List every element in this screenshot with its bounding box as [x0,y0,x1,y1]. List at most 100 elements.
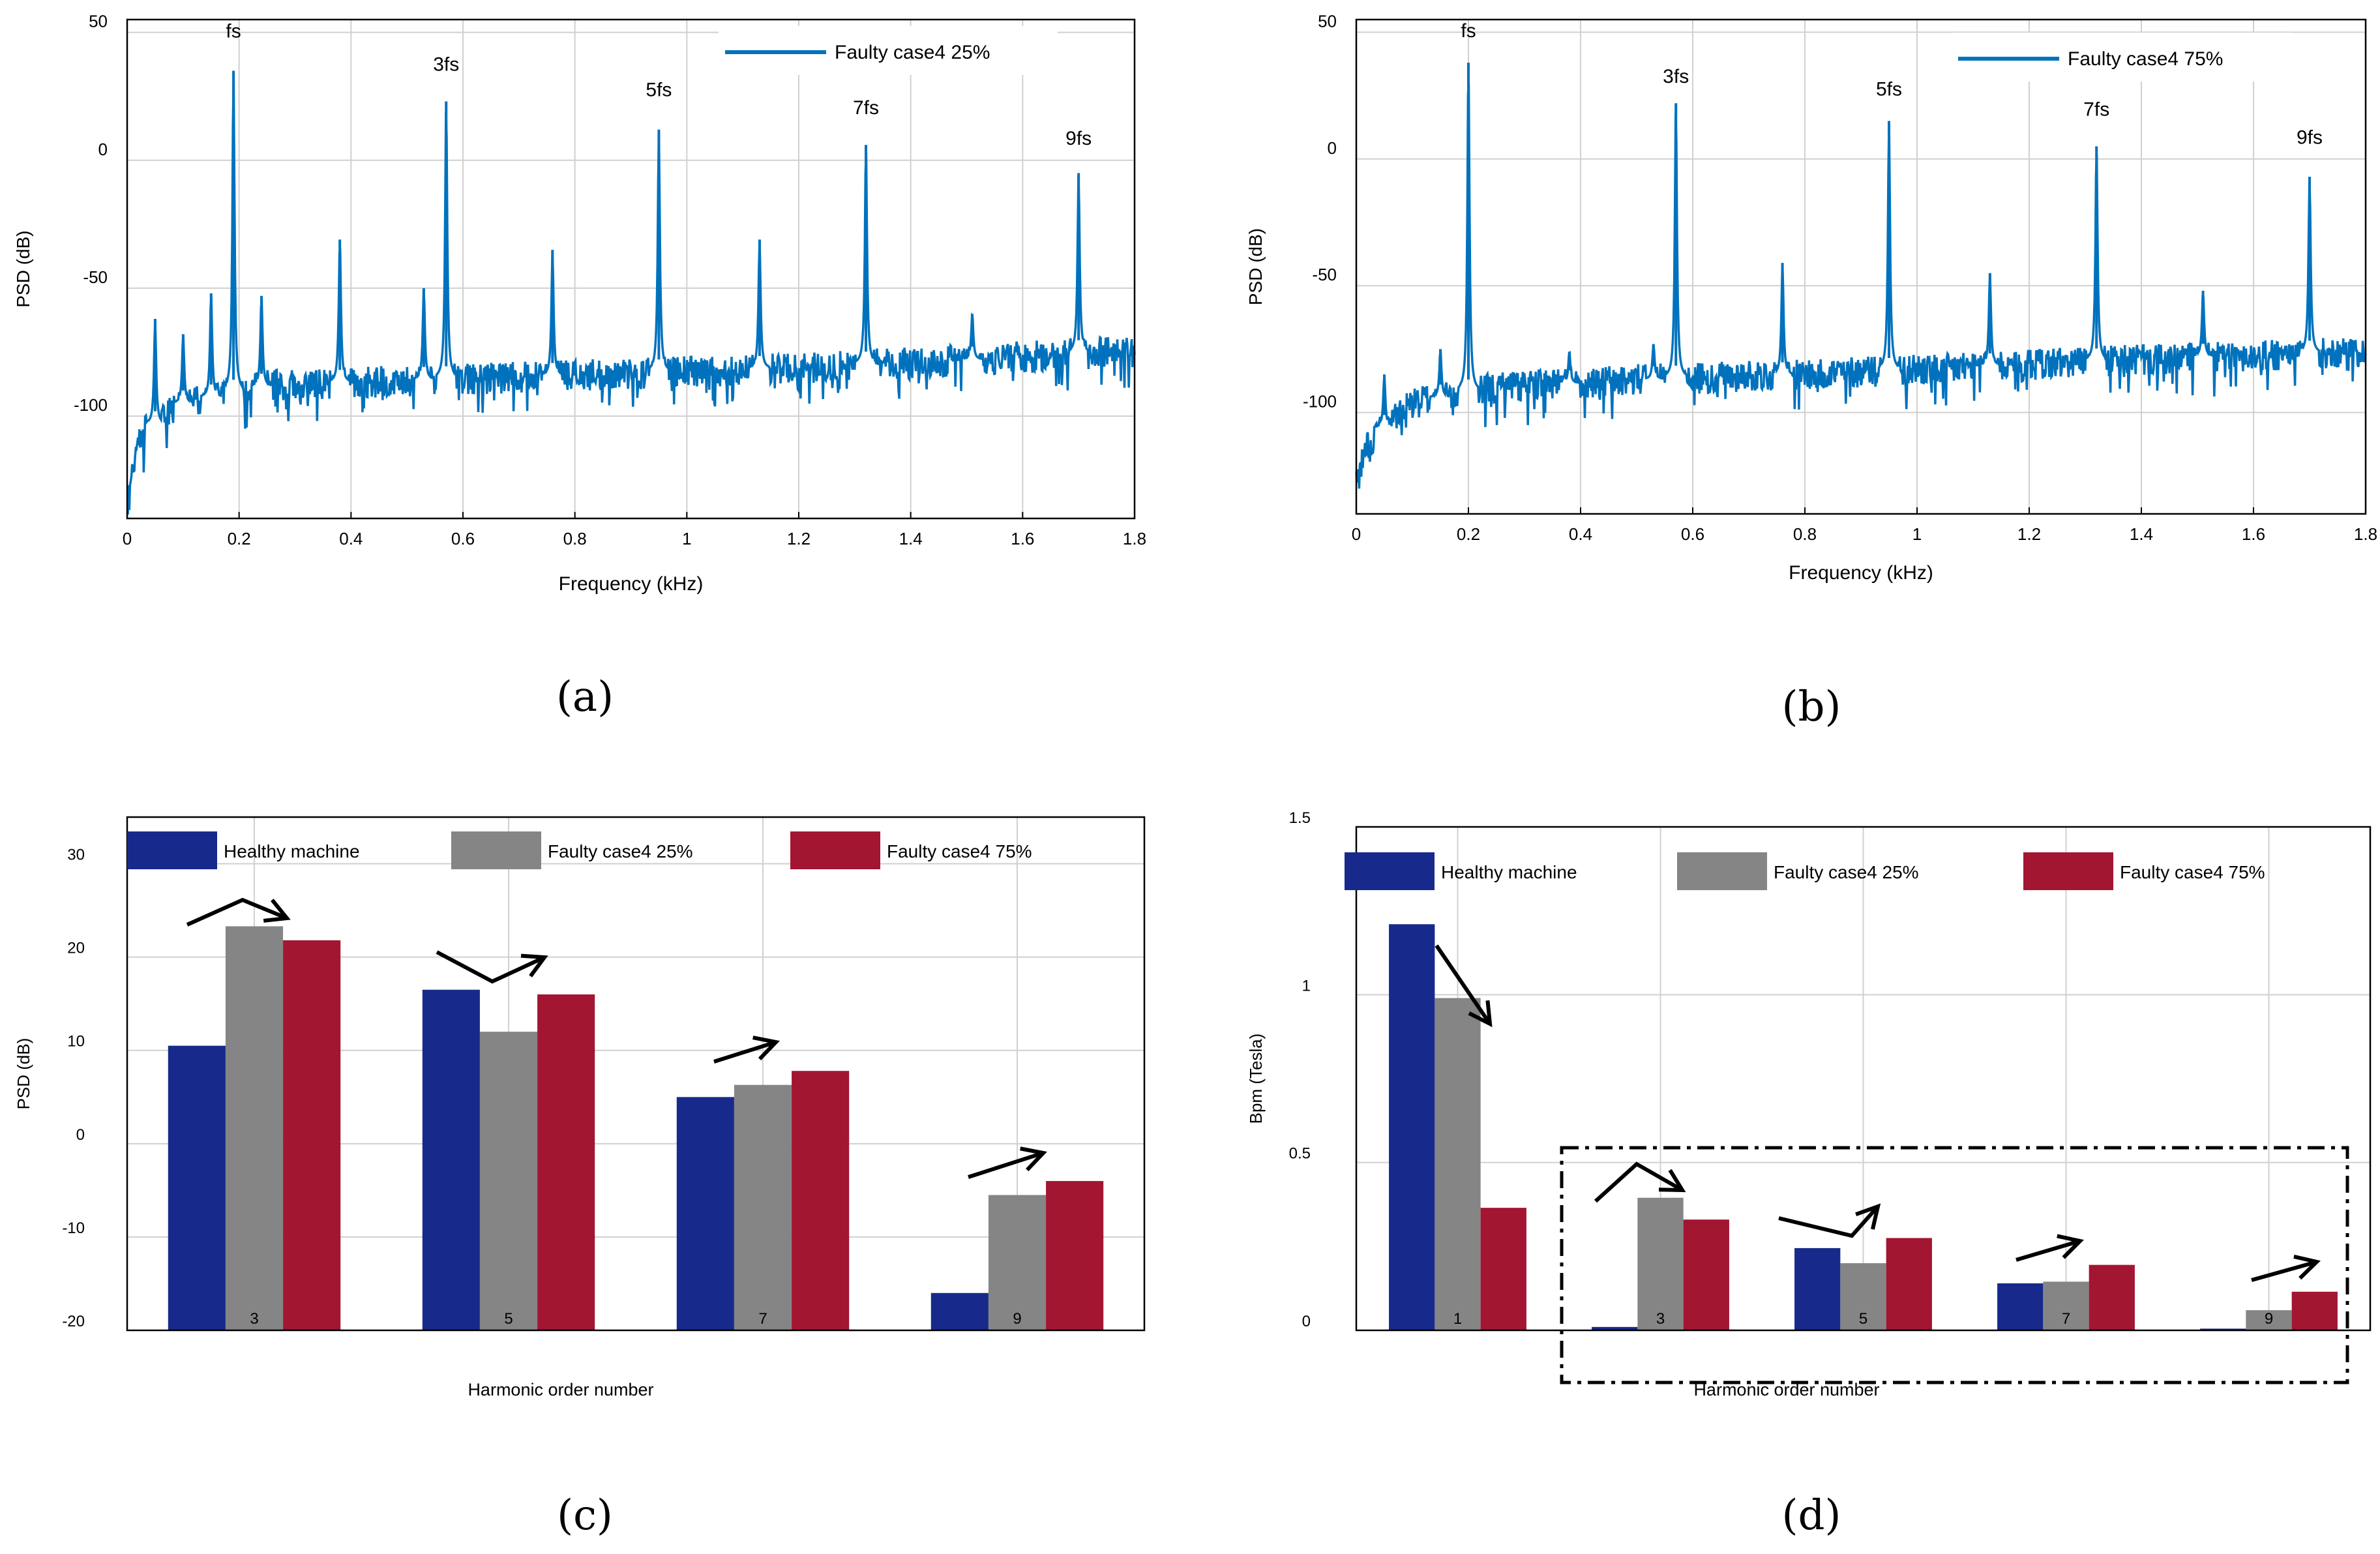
plot-frame [126,816,1146,1332]
x-tick-label: 0.8 [1793,524,1817,544]
bar [2291,1291,2338,1330]
y-tick-label: -50 [1312,265,1337,284]
x-tick-label: 0.2 [1457,524,1480,544]
x-tick-label: 0 [123,529,132,548]
y-tick-label: 0 [1328,138,1337,158]
bar [1637,1197,1684,1330]
x-tick-label: 1.8 [2354,524,2377,544]
trend-arrow [2251,1260,2317,1282]
bar [1435,998,1481,1330]
panel-caption-d: (d) [1782,1491,1841,1540]
bar [1794,1248,1841,1330]
trend-arrow [1594,1161,1684,1203]
y-tick-label: -100 [1303,392,1337,411]
x-axis-label: Frequency (kHz) [559,573,704,595]
bar [676,1097,734,1330]
x-tick-label: 0.2 [228,529,251,548]
y-tick-label: 20 [67,940,85,957]
spectrum-line [1355,83,2367,489]
psd-spectrum-chart-b: 0 0.2 0.4 0.6 0.8 1 1.2 1.4 1.6 1.8 50 0 -50 -100 Freq… [1245,11,2377,584]
bar [422,989,480,1330]
bar [1683,1219,1729,1330]
bar [168,1045,226,1330]
bar [2200,1328,2246,1330]
bar [930,1293,989,1330]
legend-swatch [127,831,217,869]
trend-arrow-head [520,953,548,978]
y-axis-label: PSD (dB) [1245,228,1266,305]
x-tick-label: 0.4 [339,529,363,548]
bar [792,1071,850,1330]
trend-arrow [1778,1205,1880,1238]
x-tick-label: 1 [682,529,691,548]
trend-arrow-head [1658,1169,1686,1193]
y-tick-label: -10 [62,1219,85,1237]
x-tick-label: 1 [1453,1310,1462,1328]
trend-arrow [968,1151,1044,1179]
bar [479,1032,538,1330]
psd-spectrum-chart-a: 0 0.2 0.4 0.6 0.8 1 1.2 1.4 1.6 1.8 50 0 -50 -100 Freq… [13,12,1146,595]
panel-caption-b: (b) [1782,683,1841,731]
harmonic-annotation: 5fs [1876,79,1902,100]
x-tick-label: 3 [250,1310,258,1328]
x-tick-label: 1.6 [1011,529,1034,548]
y-axis-label: PSD (dB) [13,230,33,307]
x-tick-label: 0.4 [1569,524,1592,544]
bar [1840,1263,1886,1330]
y-tick-label: 0 [76,1126,85,1144]
harmonic-annotation: 5fs [646,80,672,101]
x-tick-label: 1.2 [2017,524,2041,544]
trend-arrow-head [1855,1203,1881,1230]
x-tick-label: 1.8 [1123,529,1146,548]
bar [2246,1310,2292,1330]
legend-swatch [451,831,541,869]
y-tick-label: 0 [98,140,108,159]
y-tick-label: 0.5 [1289,1145,1311,1163]
legend-swatch [790,831,880,869]
x-tick-label: 0.6 [451,529,475,548]
x-tick-label: 1.2 [787,529,811,548]
x-axis-label: Harmonic order number [468,1380,653,1399]
legend-label: Faulty case4 25% [1774,862,1919,882]
bar [537,994,595,1330]
x-tick-label: 0 [1352,524,1361,544]
legend-label: Faulty case4 75% [887,841,1032,861]
highlight-box [1560,1146,2349,1384]
legend-label: Faulty case4 25% [835,42,990,63]
x-tick-label: 1 [1912,524,1922,544]
y-axis-label: Bpm (Tesla) [1246,1034,1266,1124]
x-axis-label: Frequency (kHz) [1789,562,1933,584]
x-tick-label: 3 [1656,1310,1665,1328]
panel-caption-a: (a) [556,673,614,721]
bar [988,1195,1047,1330]
y-tick-label: 1.5 [1289,809,1311,827]
y-tick-label: 10 [67,1033,85,1051]
legend-label: Faulty case4 75% [2120,862,2265,882]
x-tick-label: 5 [504,1310,513,1328]
x-tick-label: 0.6 [1681,524,1704,544]
bar [2089,1264,2135,1330]
y-tick-label: 1 [1302,977,1311,994]
harmonic-annotation: 7fs [2083,99,2109,121]
plot-frame [1355,826,2372,1332]
bar [734,1084,792,1330]
plot-frame [126,18,1136,520]
spectrum-line [126,76,1136,515]
trend-arrow [436,950,546,984]
bar [1997,1283,2044,1330]
panel-caption-c: (c) [557,1491,613,1540]
legend-swatch [1677,852,1767,890]
bar [1480,1208,1526,1330]
legend-label: Healthy machine [224,841,360,861]
trend-arrow-head [2293,1254,2321,1280]
harmonic-bar-chart-c: 3 5 7 9 30 20 10 0 -10 -20 Harmonic order number PS… [14,816,1146,1399]
bar [2043,1281,2089,1330]
x-tick-label: 1.6 [2242,524,2265,544]
y-tick-label: -100 [74,395,108,415]
trend-arrow [2016,1239,2081,1262]
harmonic-annotation: fs [226,20,241,42]
trend-arrow-head [263,899,291,923]
y-tick-label: -20 [62,1313,85,1330]
x-tick-label: 9 [2265,1310,2273,1328]
x-tick-label: 7 [758,1310,767,1328]
